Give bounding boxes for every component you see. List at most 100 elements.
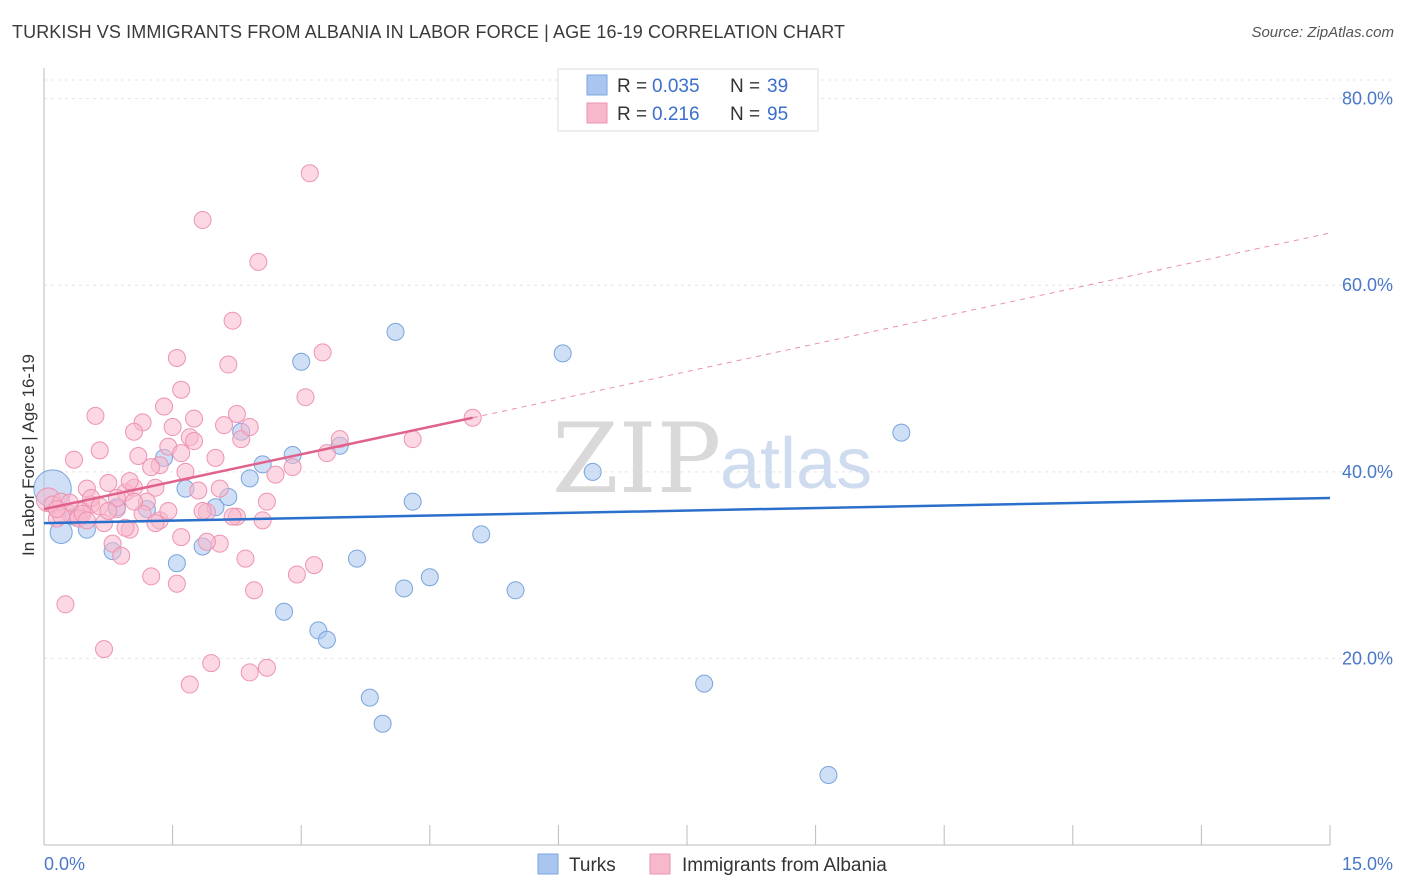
watermark: ZIP atlas — [552, 403, 872, 515]
turks-point — [240, 469, 259, 488]
albania-point — [172, 380, 191, 399]
stats-legend-n-label: N = — [730, 104, 760, 125]
albania-point — [86, 406, 105, 425]
turks-point — [360, 688, 379, 707]
stats-legend-r-label: R = — [617, 76, 647, 97]
y-tick-label: 60.0% — [1342, 275, 1393, 295]
albania-point — [155, 397, 174, 416]
turks-point — [583, 462, 602, 481]
y-axis-label: In Labor Force | Age 16-19 — [19, 354, 38, 556]
albania-point — [116, 518, 135, 537]
turks-point — [819, 766, 838, 785]
stats-legend: R = 0.035 N = 39 R = 0.216 N = 95 — [557, 68, 819, 132]
stats-legend-r-value: 0.035 — [652, 76, 700, 97]
tick-labels: 20.0% 40.0% 60.0% 80.0% 0.0% 15.0% — [44, 89, 1393, 874]
chart-title: TURKISH VS IMMIGRANTS FROM ALBANIA IN LA… — [12, 22, 846, 42]
albania-point — [219, 355, 238, 374]
albania-point — [129, 446, 148, 465]
turks-point — [373, 714, 392, 733]
albania-point — [296, 388, 315, 407]
albania-point — [120, 472, 139, 491]
bottom-legend-label: Turks — [569, 855, 616, 876]
albania-point — [197, 532, 216, 551]
albania-point — [180, 675, 199, 694]
bottom-legend: Turks Immigrants from Albania — [537, 853, 887, 876]
albania-point — [223, 311, 242, 330]
albania-point — [167, 574, 186, 593]
trend-lines — [43, 232, 1331, 525]
albania-point — [125, 422, 144, 441]
x-tick-label: 0.0% — [44, 854, 85, 874]
stats-legend-swatch — [586, 74, 608, 96]
watermark-atlas: atlas — [720, 424, 872, 504]
albania-point — [65, 450, 84, 469]
turks-point — [472, 525, 491, 544]
albania-point — [313, 343, 332, 362]
albania-point — [146, 514, 165, 533]
albania-trend-line — [43, 416, 473, 511]
albania-point — [215, 416, 234, 435]
albania-point — [163, 418, 182, 437]
albania-point — [125, 492, 144, 511]
albania-point — [245, 581, 264, 600]
albania-point — [142, 458, 161, 477]
albania-point — [283, 458, 302, 477]
stats-legend-swatch — [586, 102, 608, 124]
albania-point — [176, 462, 195, 481]
albania-point — [90, 441, 109, 460]
y-tick-label: 80.0% — [1342, 89, 1393, 109]
albania-point — [300, 164, 319, 183]
bottom-legend-label: Immigrants from Albania — [682, 855, 887, 876]
albania-trend-extension — [472, 232, 1331, 419]
albania-point — [159, 502, 178, 521]
turks-point — [292, 352, 311, 371]
turks-point — [317, 630, 336, 649]
turks-point — [420, 568, 439, 587]
source-credit: Source: ZipAtlas.com — [1251, 24, 1394, 41]
turks-point — [347, 549, 366, 568]
turks-point — [403, 492, 422, 511]
turks-point — [275, 602, 294, 621]
albania-point — [95, 640, 114, 659]
turks-point — [506, 581, 525, 600]
grid-lines — [44, 79, 1394, 659]
albania-point — [240, 663, 259, 682]
x-tick-label: 15.0% — [1342, 854, 1393, 874]
y-tick-label: 20.0% — [1342, 648, 1393, 668]
turks-trend-line — [43, 496, 1331, 525]
albania-point — [185, 409, 204, 428]
albania-point — [240, 418, 259, 437]
albania-point — [236, 549, 255, 568]
stats-legend-n-value: 95 — [767, 104, 788, 125]
albania-point — [206, 448, 225, 467]
albania-point — [167, 349, 186, 368]
albania-point — [185, 432, 204, 451]
albania-point — [210, 479, 229, 498]
turks-point — [395, 579, 414, 598]
stats-legend-n-label: N = — [730, 76, 760, 97]
turks-point — [695, 674, 714, 693]
albania-point — [257, 658, 276, 677]
turks-point — [553, 344, 572, 363]
albania-point — [266, 465, 285, 484]
albania-point — [227, 404, 246, 423]
turks-point — [167, 554, 186, 573]
albania-point — [56, 595, 75, 614]
watermark-zip: ZIP — [552, 403, 721, 515]
turks-point — [386, 322, 405, 341]
albania-point — [253, 511, 272, 530]
albania-point — [99, 474, 118, 493]
albania-point — [172, 528, 191, 547]
bottom-legend-swatch — [649, 853, 671, 875]
albania-point — [47, 500, 66, 519]
y-tick-label: 40.0% — [1342, 462, 1393, 482]
stats-legend-r-label: R = — [617, 104, 647, 125]
albania-point — [305, 556, 324, 575]
albania-point — [189, 481, 208, 500]
bottom-legend-swatch — [537, 853, 559, 875]
albania-point — [287, 565, 306, 584]
albania-point — [193, 502, 212, 521]
albania-point — [249, 252, 268, 271]
albania-point — [77, 511, 96, 530]
